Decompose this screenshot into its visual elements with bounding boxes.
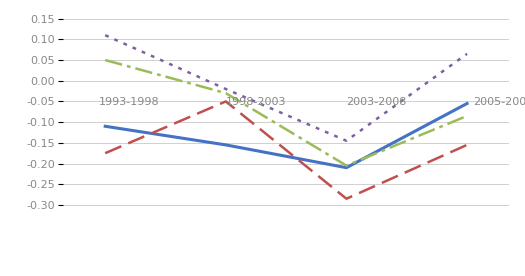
Text: 2003-2008: 2003-2008 xyxy=(346,97,407,107)
Text: 1998-2003: 1998-2003 xyxy=(226,97,286,107)
Text: 2005-2009: 2005-2009 xyxy=(473,97,525,107)
Legend: Retail, Restaurant, Healthcare, ICT: Retail, Restaurant, Healthcare, ICT xyxy=(98,274,474,276)
Text: 1993-1998: 1993-1998 xyxy=(99,97,160,107)
